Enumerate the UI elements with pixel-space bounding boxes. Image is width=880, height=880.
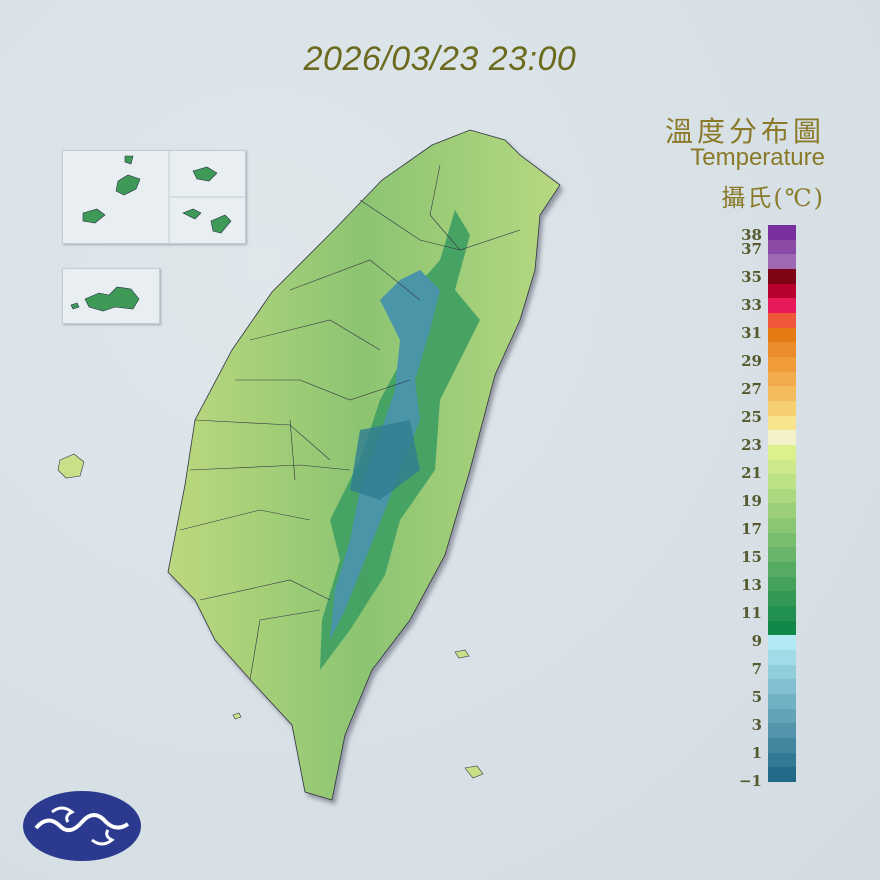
color-band <box>768 503 796 519</box>
tick-label: 23 <box>741 436 762 454</box>
color-band <box>768 459 796 475</box>
temperature-color-bar <box>768 225 796 782</box>
taiwan-temperature-map <box>57 129 561 801</box>
legend-title-zh: 溫度分布圖 <box>664 115 825 148</box>
tick-label: 7 <box>751 660 762 678</box>
color-band <box>768 400 796 416</box>
color-band <box>768 562 796 577</box>
color-band <box>768 371 796 387</box>
color-band <box>768 620 796 636</box>
tick-label: 19 <box>741 492 762 510</box>
legend-title-en: Temperature <box>690 144 825 171</box>
peak-cold-area <box>350 420 420 500</box>
color-band <box>768 474 796 489</box>
tick-label: 35 <box>741 268 762 286</box>
tick-label: 11 <box>741 604 762 622</box>
color-band <box>768 268 796 284</box>
small-islands <box>57 453 484 779</box>
tick-label: 31 <box>741 324 762 342</box>
color-band <box>768 327 796 343</box>
tick-label: −1 <box>738 772 762 790</box>
county-borders <box>179 164 521 681</box>
color-band <box>768 576 796 592</box>
tick-label: 3 <box>751 716 762 734</box>
timestamp-title: 2026/03/23 23:00 <box>303 40 577 78</box>
color-band <box>768 312 796 328</box>
color-band <box>768 239 796 255</box>
color-band <box>768 254 796 269</box>
tick-label: 33 <box>741 296 762 314</box>
color-band <box>768 444 796 460</box>
color-band <box>768 488 796 504</box>
cwa-logo <box>23 791 141 861</box>
color-band <box>768 664 796 680</box>
color-band <box>768 356 796 372</box>
color-band <box>768 679 796 694</box>
color-band <box>768 635 796 651</box>
color-band <box>768 342 796 357</box>
color-band <box>768 752 796 768</box>
tick-label: 13 <box>741 576 762 594</box>
color-band <box>768 386 796 401</box>
color-band <box>768 547 796 563</box>
tick-label: 21 <box>741 464 762 482</box>
color-band <box>768 650 796 665</box>
color-band <box>768 298 796 313</box>
color-band <box>768 225 796 240</box>
matsu-islands <box>82 151 245 243</box>
color-band <box>768 518 796 533</box>
color-band <box>768 767 796 782</box>
tick-label: 37 <box>741 240 762 258</box>
tick-label: 27 <box>741 380 762 398</box>
color-band <box>768 532 796 548</box>
tick-label: 29 <box>741 352 762 370</box>
tick-label: 25 <box>741 408 762 426</box>
kinmen-islands <box>70 286 140 312</box>
inset-kinmen <box>62 268 160 324</box>
color-band <box>768 430 796 445</box>
color-band <box>768 737 796 753</box>
tick-label: 9 <box>751 632 762 650</box>
tick-label: 17 <box>741 520 762 538</box>
color-band <box>768 606 796 621</box>
color-band <box>768 415 796 431</box>
color-band <box>768 708 796 724</box>
color-band <box>768 723 796 738</box>
legend-unit: 攝氏(℃) <box>721 184 825 212</box>
tick-label: 1 <box>751 744 762 762</box>
color-band <box>768 694 796 709</box>
tick-label: 38 <box>741 226 762 244</box>
tick-label: 15 <box>741 548 762 566</box>
inset-matsu <box>62 150 246 244</box>
tick-label: 5 <box>751 688 762 706</box>
color-band <box>768 283 796 299</box>
color-band <box>768 591 796 607</box>
